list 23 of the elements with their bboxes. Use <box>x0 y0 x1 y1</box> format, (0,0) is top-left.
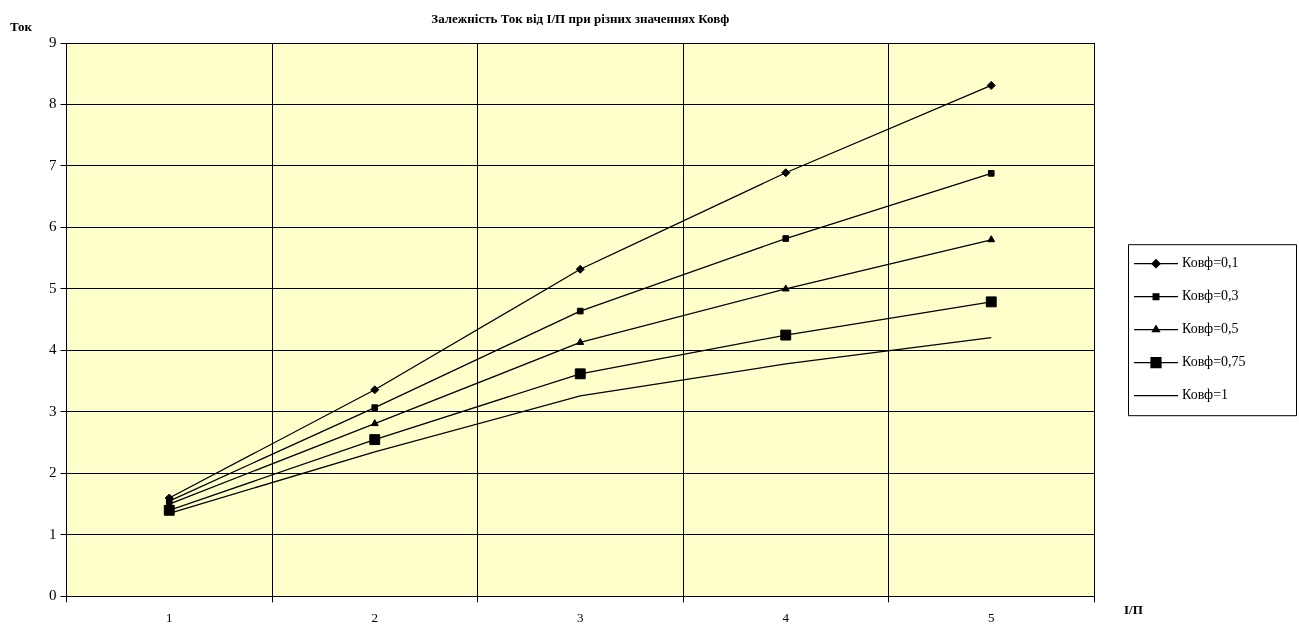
y-tick-label: 1 <box>49 525 57 542</box>
y-tick-label: 7 <box>49 156 57 173</box>
legend-label: Ковф=0,75 <box>1182 354 1246 370</box>
y-tick-label: 3 <box>49 402 57 419</box>
x-tick-label: 2 <box>371 609 378 625</box>
legend-label: Ковф=1 <box>1182 387 1229 403</box>
legend-label: Ковф=0,5 <box>1182 321 1239 337</box>
x-tick-label: 1 <box>166 609 173 625</box>
x-tick-label: 4 <box>782 609 790 625</box>
y-tick-label: 8 <box>49 95 57 112</box>
y-tick-label: 5 <box>49 279 57 296</box>
y-tick-label: 4 <box>49 341 57 358</box>
y-tick-label: 9 <box>49 33 57 50</box>
y-tick-label: 2 <box>49 464 57 481</box>
legend-label: Ковф=0,1 <box>1182 255 1239 271</box>
x-tick-label: 3 <box>577 609 584 625</box>
x-axis-title: І/П <box>1124 601 1143 617</box>
y-tick-label: 6 <box>49 218 57 235</box>
legend-label: Ковф=0,3 <box>1182 288 1239 304</box>
chart-title: Залежність Ток від І/П при різних значеннях Ковф <box>431 11 730 27</box>
y-tick-label: 0 <box>49 587 57 604</box>
x-tick-label: 5 <box>988 609 995 625</box>
y-axis-title: Ток <box>10 19 33 35</box>
